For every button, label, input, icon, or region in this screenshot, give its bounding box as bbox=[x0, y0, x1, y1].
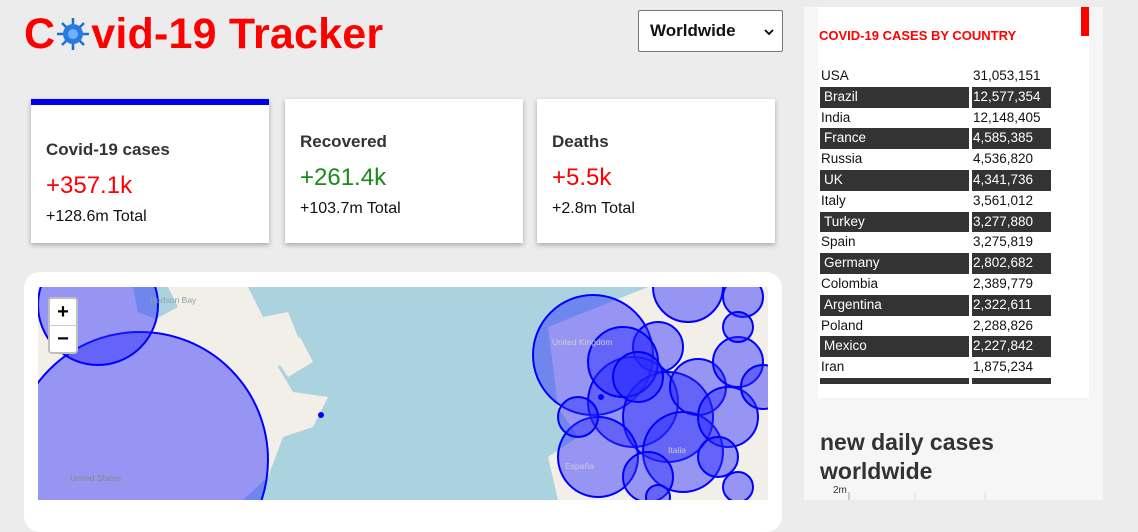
table-row: Brazil 12,577,354 bbox=[820, 86, 1052, 108]
stat-card[interactable]: Deaths +5.5k +2.8m Total bbox=[537, 99, 775, 243]
title-prefix: C bbox=[24, 9, 56, 58]
country-cases: 3,275,819 bbox=[973, 234, 1034, 250]
country-cases: 2,288,826 bbox=[973, 317, 1034, 333]
chart-title-line: new daily cases bbox=[820, 429, 994, 455]
country-cases: 31,053,151 bbox=[973, 68, 1041, 83]
land-america bbox=[38, 287, 328, 500]
country-name: Iran bbox=[821, 359, 845, 375]
country-name: UK bbox=[820, 169, 969, 191]
table-row: Mexico 2,227,842 bbox=[820, 336, 1052, 358]
map-label: Italia bbox=[668, 445, 686, 455]
zoom-out[interactable]: − bbox=[48, 326, 78, 354]
hudson-bay bbox=[133, 287, 178, 319]
chart-title-line: worldwide bbox=[820, 458, 933, 484]
country-name: India bbox=[821, 109, 851, 125]
map-label: United States bbox=[70, 473, 121, 483]
row-cell bbox=[820, 377, 969, 384]
country-name: Russia bbox=[821, 151, 863, 167]
table-row: Italy 3,561,012 bbox=[820, 191, 1052, 212]
table-row: USA 31,053,151 bbox=[820, 66, 1052, 87]
row-cell bbox=[972, 377, 1051, 384]
scroll-marker bbox=[1081, 7, 1089, 36]
map-label: España bbox=[565, 461, 594, 471]
country-cases: 2,227,842 bbox=[972, 336, 1051, 358]
table-row: Poland 2,288,826 bbox=[820, 316, 1052, 337]
app: {"header": {"title_prefix": "C", "title_… bbox=[24, 6, 1089, 532]
country-name: Spain bbox=[821, 234, 856, 250]
country-name: Turkey bbox=[820, 211, 969, 233]
select-arrow bbox=[764, 29, 774, 36]
app-title: C vid-19 Tracker bbox=[24, 6, 383, 62]
country-name: Mexico bbox=[820, 336, 969, 358]
country-name: Argentina bbox=[820, 294, 969, 316]
map[interactable]: Hudson Bay United States United Kingdom … bbox=[38, 287, 768, 500]
card-total: +103.7m Total bbox=[300, 200, 401, 217]
table-row: Spain 3,275,819 bbox=[820, 232, 1052, 253]
country-name: Colombia bbox=[821, 275, 879, 291]
country-cases: 2,322,611 bbox=[972, 294, 1051, 316]
card-title: Covid-19 cases bbox=[46, 140, 170, 159]
country-table[interactable]: USA 31,053,151 Brazil 12,577,354 India 12,148… bbox=[820, 66, 1052, 384]
table-row: Russia 4,536,820 bbox=[820, 149, 1052, 170]
table-row: Germany 2,802,682 bbox=[820, 253, 1052, 274]
card-total: +128.6m Total bbox=[46, 208, 147, 225]
chart-title: new daily cases worldwide bbox=[820, 428, 994, 486]
table-row bbox=[820, 377, 1052, 384]
country-cases: 4,536,820 bbox=[973, 151, 1034, 167]
card-today: +261.4k bbox=[300, 164, 387, 191]
chart-axis bbox=[848, 492, 986, 500]
stat-card[interactable]: Recovered +261.4k +103.7m Total bbox=[285, 99, 523, 243]
card-title: Deaths bbox=[552, 132, 609, 151]
country-cases: 3,277,880 bbox=[972, 211, 1051, 233]
country-name: Poland bbox=[821, 317, 864, 333]
zoom-in[interactable]: + bbox=[48, 297, 78, 326]
table-row: France 4,585,385 bbox=[820, 128, 1052, 150]
table-title: COVID-19 CASES BY COUNTRY bbox=[819, 28, 1017, 43]
stat-card[interactable]: Covid-19 cases +357.1k +128.6m Total bbox=[31, 99, 269, 243]
country-cases: 2,389,779 bbox=[973, 275, 1034, 291]
card-today: +5.5k bbox=[552, 164, 612, 191]
case-circles bbox=[38, 287, 768, 500]
country-cases: 4,585,385 bbox=[972, 128, 1051, 150]
country-name: Brazil bbox=[820, 86, 969, 108]
country-name: Italy bbox=[821, 192, 846, 208]
table-row: Turkey 3,277,880 bbox=[820, 211, 1052, 233]
map-label: Hudson Bay bbox=[150, 295, 197, 305]
virus-icon bbox=[57, 18, 90, 50]
country-name: France bbox=[820, 128, 969, 150]
country-table-box bbox=[818, 7, 1089, 398]
card-total: +2.8m Total bbox=[552, 200, 635, 217]
table-row: Iran 1,875,234 bbox=[820, 357, 1052, 378]
page: Tracker html, body { margin: 0; padding:… bbox=[24, 6, 1089, 532]
country-select[interactable]: Worldwide bbox=[638, 10, 783, 52]
title-suffix: vid-19 Tracker bbox=[91, 9, 384, 58]
table-row: UK 4,341,736 bbox=[820, 169, 1052, 191]
y-tick-label: 2m bbox=[833, 485, 847, 496]
country-cases: 2,802,682 bbox=[972, 253, 1051, 274]
country-cases: 1,875,234 bbox=[973, 359, 1034, 375]
select-value: Worldwide bbox=[650, 21, 736, 40]
country-cases: 12,577,354 bbox=[972, 86, 1051, 108]
table-row: India 12,148,405 bbox=[820, 108, 1052, 129]
table-row: Argentina 2,322,611 bbox=[820, 294, 1052, 316]
table-row: Colombia 2,389,779 bbox=[820, 274, 1052, 295]
map-label: United Kingdom bbox=[552, 337, 612, 347]
country-cases: 3,561,012 bbox=[973, 192, 1034, 208]
card-title: Recovered bbox=[300, 132, 387, 151]
card-today: +357.1k bbox=[46, 172, 133, 199]
country-name: USA bbox=[821, 68, 849, 83]
land-newfoundland bbox=[268, 337, 313, 377]
map-labels: Hudson Bay United States United Kingdom … bbox=[70, 295, 686, 483]
country-name: Germany bbox=[820, 253, 969, 274]
country-cases: 4,341,736 bbox=[972, 169, 1051, 191]
country-cases: 12,148,405 bbox=[973, 109, 1041, 125]
